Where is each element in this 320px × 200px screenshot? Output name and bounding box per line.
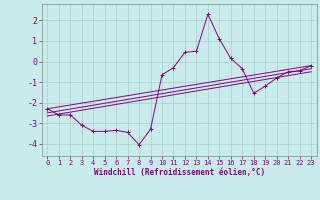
X-axis label: Windchill (Refroidissement éolien,°C): Windchill (Refroidissement éolien,°C) — [94, 168, 265, 177]
